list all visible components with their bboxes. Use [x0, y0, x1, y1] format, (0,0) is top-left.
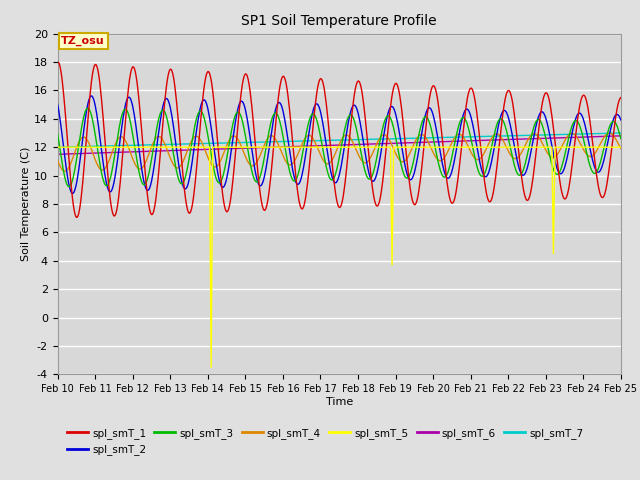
- spl_smT_2: [124, 96, 131, 102]
- spl_smT_4: [54, 157, 61, 163]
- spl_smT_6: [54, 151, 61, 157]
- Line: spl_smT_7: spl_smT_7: [58, 133, 621, 147]
- X-axis label: Time: Time: [326, 397, 353, 407]
- spl_smT_5: [179, 144, 187, 150]
- spl_smT_1: [211, 102, 218, 108]
- Title: SP1 Soil Temperature Profile: SP1 Soil Temperature Profile: [241, 14, 437, 28]
- spl_smT_3: [84, 106, 92, 111]
- spl_smT_7: [617, 130, 625, 136]
- spl_smT_5: [207, 364, 215, 370]
- spl_smT_3: [180, 177, 188, 182]
- spl_smT_2: [410, 173, 417, 179]
- spl_smT_5: [425, 144, 433, 150]
- spl_smT_6: [408, 140, 415, 145]
- spl_smT_4: [210, 164, 218, 169]
- spl_smT_6: [424, 139, 432, 145]
- spl_smT_4: [617, 145, 625, 151]
- spl_smT_4: [180, 157, 188, 163]
- Line: spl_smT_1: spl_smT_1: [58, 62, 621, 217]
- spl_smT_4: [61, 168, 68, 174]
- spl_smT_5: [617, 144, 625, 150]
- spl_smT_4: [65, 165, 72, 171]
- spl_smT_2: [617, 117, 625, 123]
- spl_smT_5: [408, 144, 416, 150]
- spl_smT_3: [211, 168, 218, 174]
- spl_smT_2: [180, 186, 188, 192]
- spl_smT_1: [180, 187, 188, 193]
- spl_smT_4: [123, 140, 131, 146]
- spl_smT_7: [54, 144, 61, 150]
- spl_smT_6: [209, 146, 216, 152]
- spl_smT_1: [65, 152, 72, 158]
- spl_smT_3: [426, 120, 433, 126]
- spl_smT_3: [65, 184, 73, 190]
- Line: spl_smT_3: spl_smT_3: [58, 108, 621, 187]
- spl_smT_2: [211, 147, 218, 153]
- spl_smT_2: [68, 191, 76, 196]
- spl_smT_7: [64, 144, 72, 150]
- Y-axis label: Soil Temperature (C): Soil Temperature (C): [21, 147, 31, 261]
- spl_smT_3: [410, 160, 417, 166]
- spl_smT_6: [617, 133, 625, 139]
- spl_smT_7: [209, 141, 216, 146]
- spl_smT_5: [122, 144, 129, 150]
- spl_smT_2: [54, 101, 61, 107]
- spl_smT_7: [424, 135, 432, 141]
- spl_smT_1: [54, 60, 61, 65]
- spl_smT_4: [605, 130, 613, 136]
- Legend: spl_smT_1, spl_smT_2, spl_smT_3, spl_smT_4, spl_smT_5, spl_smT_6, spl_smT_7: spl_smT_1, spl_smT_2, spl_smT_3, spl_smT…: [63, 424, 588, 459]
- spl_smT_1: [54, 60, 62, 65]
- spl_smT_1: [72, 215, 80, 220]
- spl_smT_7: [122, 143, 129, 148]
- Line: spl_smT_4: spl_smT_4: [58, 133, 621, 171]
- spl_smT_3: [124, 108, 131, 114]
- Line: spl_smT_5: spl_smT_5: [58, 147, 621, 367]
- spl_smT_4: [425, 141, 433, 146]
- spl_smT_6: [122, 149, 129, 155]
- Line: spl_smT_2: spl_smT_2: [58, 96, 621, 193]
- spl_smT_4: [408, 144, 416, 150]
- spl_smT_7: [408, 135, 415, 141]
- spl_smT_2: [64, 176, 72, 181]
- spl_smT_5: [210, 144, 218, 150]
- spl_smT_2: [88, 93, 95, 99]
- spl_smT_1: [124, 96, 131, 102]
- spl_smT_6: [179, 147, 187, 153]
- spl_smT_1: [426, 94, 433, 100]
- spl_smT_3: [54, 131, 61, 137]
- spl_smT_1: [617, 95, 625, 100]
- spl_smT_5: [54, 144, 61, 150]
- spl_smT_2: [426, 105, 433, 111]
- spl_smT_3: [64, 183, 72, 189]
- spl_smT_3: [617, 136, 625, 142]
- spl_smT_1: [410, 200, 417, 206]
- Text: TZ_osu: TZ_osu: [61, 36, 105, 46]
- spl_smT_5: [64, 144, 72, 150]
- Line: spl_smT_6: spl_smT_6: [58, 136, 621, 154]
- spl_smT_7: [179, 141, 187, 147]
- spl_smT_6: [64, 151, 72, 157]
